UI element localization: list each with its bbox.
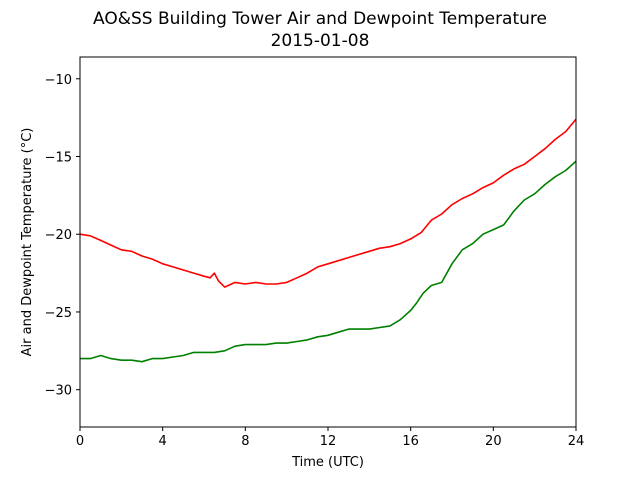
x-tick-label: 12 [320, 434, 337, 449]
series-line-1 [79, 118, 577, 288]
x-tick-label: 24 [568, 434, 585, 449]
x-tick-label: 20 [485, 434, 502, 449]
chart-subtitle: 2015-01-08 [271, 31, 370, 51]
y-tick-label: −10 [45, 73, 72, 88]
chart-title: AO&SS Building Tower Air and Dewpoint Te… [93, 9, 547, 29]
plot-frame [79, 56, 577, 428]
x-tick-label: 8 [241, 434, 249, 449]
x-tick-label: 16 [402, 434, 419, 449]
y-tick-label: −20 [45, 228, 72, 243]
y-tick-label: −30 [45, 384, 72, 399]
x-tick-label: 4 [159, 434, 167, 449]
x-axis-label: Time (UTC) [291, 455, 364, 470]
y-tick-label: −15 [45, 150, 72, 165]
series-line-2 [80, 160, 577, 363]
plot-lines [79, 118, 577, 363]
x-axis: 0 4 8 12 16 20 24 [76, 427, 584, 449]
y-axis-label: Air and Dewpoint Temperature (°C) [20, 128, 35, 357]
y-axis: −30 −25 −20 −15 −10 [45, 73, 80, 399]
x-tick-label: 0 [76, 434, 84, 449]
y-tick-label: −25 [45, 306, 72, 321]
